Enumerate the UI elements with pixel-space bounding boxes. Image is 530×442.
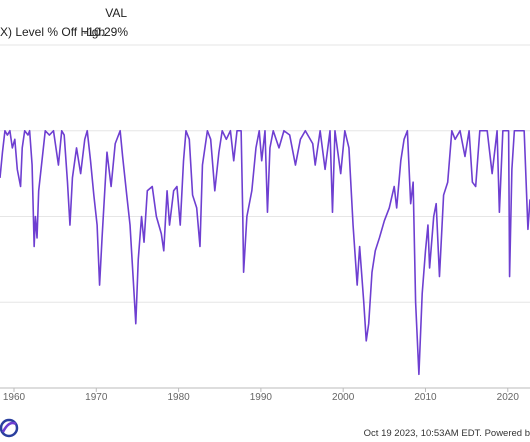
legend-label[interactable]: X) Level % Off High [0,25,105,39]
plot-area [0,129,530,376]
grid [0,44,530,389]
legend-value: -10.29% [83,25,128,39]
x-tick-label: 1980 [167,392,190,403]
x-tick-label: 1970 [85,392,108,403]
x-tick-label: 1990 [250,392,273,403]
data-line [0,129,530,376]
x-tick-label: 1960 [3,392,26,403]
x-tick-label: 2000 [332,392,355,403]
x-tick-label: 2010 [414,392,437,403]
legend-header: VAL [105,6,127,20]
x-tick-label: 2020 [497,392,520,403]
x-axis: 1960 1970 1980 1990 2000 2010 2020 [3,388,519,403]
logo [0,418,19,438]
footer-text: Oct 19 2023, 10:53AM EDT. Powered b [364,428,530,439]
